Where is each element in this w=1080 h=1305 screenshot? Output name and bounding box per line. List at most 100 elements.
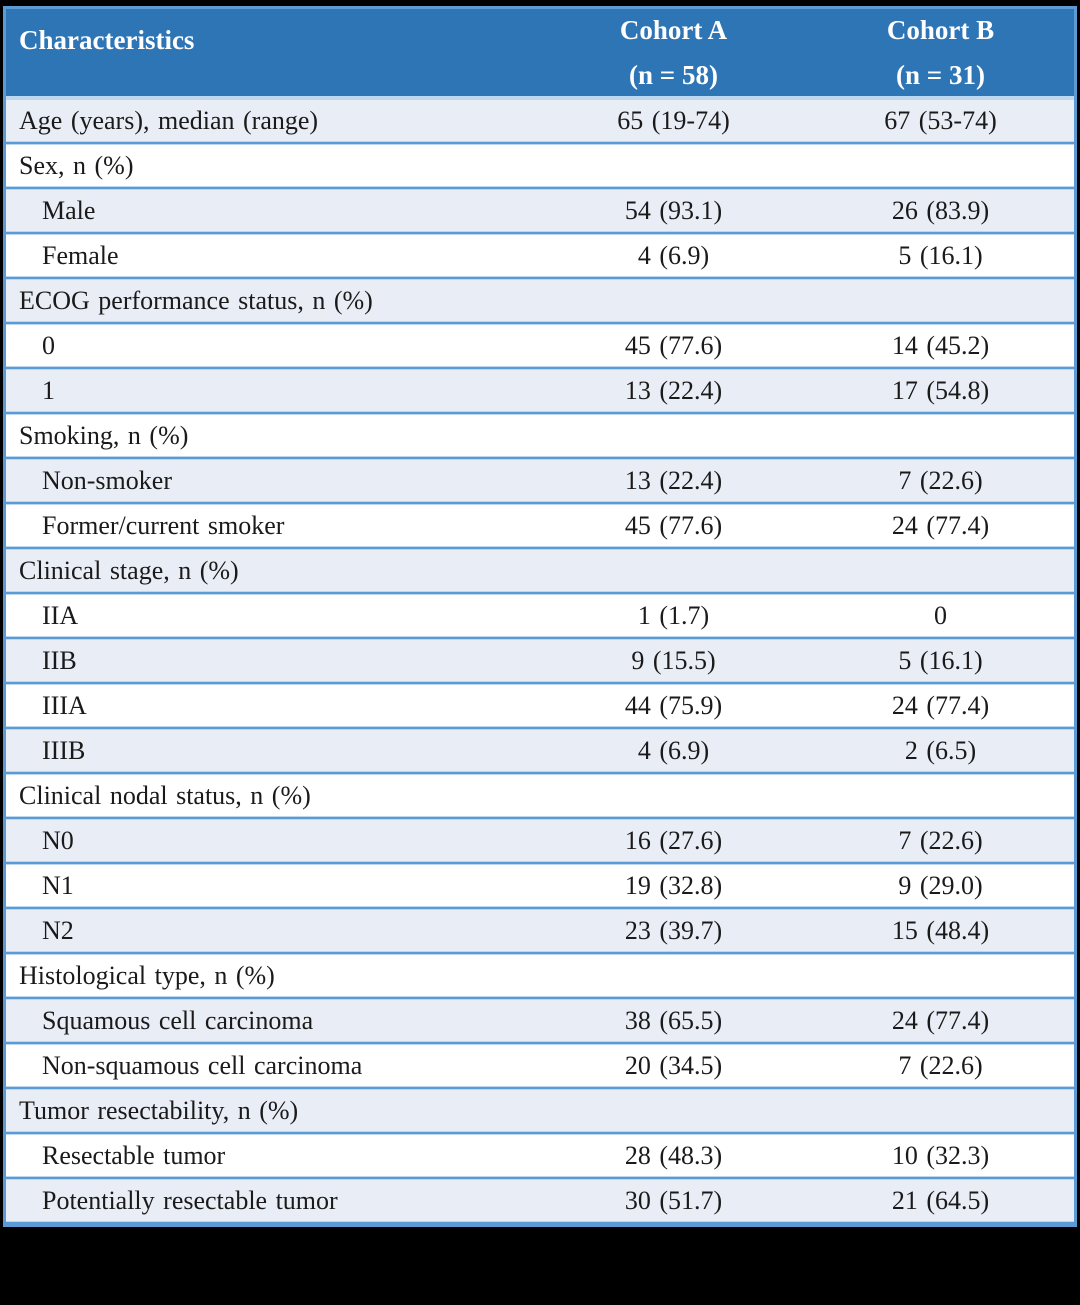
cohort-b-value: 0 (807, 594, 1074, 639)
table-row: Tumor resectability, n (%) (6, 1089, 1074, 1134)
cohort-b-value: 67 (53-74) (807, 99, 1074, 144)
row-label: Histological type, n (%) (6, 954, 540, 999)
table-header: Characteristics Cohort A (n = 58) Cohort… (6, 9, 1074, 99)
table-row: N1 19 (32.8) 9 (29.0) (6, 864, 1074, 909)
row-label: N2 (6, 909, 540, 954)
row-label: Former/current smoker (6, 504, 540, 549)
table-row: N0 16 (27.6) 7 (22.6) (6, 819, 1074, 864)
cohort-a-value (540, 144, 807, 189)
cohort-a-value (540, 954, 807, 999)
row-label: 0 (6, 324, 540, 369)
cohort-a-value: 19 (32.8) (540, 864, 807, 909)
cohort-a-value: 23 (39.7) (540, 909, 807, 954)
row-label: IIIA (6, 684, 540, 729)
cohort-a-name: Cohort A (619, 14, 728, 45)
cohort-a-value: 38 (65.5) (540, 999, 807, 1044)
cohort-b-value: 2 (6.5) (807, 729, 1074, 774)
row-label: Female (6, 234, 540, 279)
cohort-a-value: 65 (19-74) (540, 99, 807, 144)
cohort-b-name: Cohort B (886, 14, 995, 45)
cohort-b-n: (n = 31) (896, 59, 985, 90)
cohort-b-value: 17 (54.8) (807, 369, 1074, 414)
row-label: Non-smoker (6, 459, 540, 504)
table-row: Age (years), median (range) 65 (19-74) 67 … (6, 99, 1074, 144)
row-label: N0 (6, 819, 540, 864)
row-label: Clinical stage, n (%) (6, 549, 540, 594)
table-row: Non-smoker 13 (22.4) 7 (22.6) (6, 459, 1074, 504)
table-row: Squamous cell carcinoma 38 (65.5) 24 (77.4… (6, 999, 1074, 1044)
characteristics-header-label: Characteristics (19, 25, 195, 55)
cohort-b-value (807, 549, 1074, 594)
cohort-b-value: 7 (22.6) (807, 459, 1074, 504)
table-row: Non-squamous cell carcinoma 20 (34.5) 7 (2… (6, 1044, 1074, 1089)
cohort-a-value: 30 (51.7) (540, 1179, 807, 1224)
table-row: Sex, n (%) (6, 144, 1074, 189)
table-row: Female 4 (6.9) 5 (16.1) (6, 234, 1074, 279)
row-label: IIA (6, 594, 540, 639)
row-label: Resectable tumor (6, 1134, 540, 1179)
cohort-a-value: 13 (22.4) (540, 369, 807, 414)
cohort-b-value (807, 144, 1074, 189)
table-row: IIIB 4 (6.9) 2 (6.5) (6, 729, 1074, 774)
cohort-b-value: 21 (64.5) (807, 1179, 1074, 1224)
patient-characteristics-table: Characteristics Cohort A (n = 58) Cohort… (3, 6, 1077, 1227)
cohort-a-n: (n = 58) (629, 59, 718, 90)
cohort-b-value: 14 (45.2) (807, 324, 1074, 369)
cohort-a-value (540, 1089, 807, 1134)
row-label: Age (years), median (range) (6, 99, 540, 144)
table-row: 0 45 (77.6) 14 (45.2) (6, 324, 1074, 369)
column-header-cohort-b: Cohort B (n = 31) (807, 9, 1074, 99)
cohort-b-value: 15 (48.4) (807, 909, 1074, 954)
table-row: Male 54 (93.1) 26 (83.9) (6, 189, 1074, 234)
table-row: Clinical stage, n (%) (6, 549, 1074, 594)
row-label: Male (6, 189, 540, 234)
header-row: Characteristics Cohort A (n = 58) Cohort… (6, 9, 1074, 99)
cohort-b-value: 5 (16.1) (807, 234, 1074, 279)
cohort-b-value: 24 (77.4) (807, 684, 1074, 729)
table-row: Smoking, n (%) (6, 414, 1074, 459)
cohort-b-value (807, 774, 1074, 819)
cohort-b-value: 7 (22.6) (807, 819, 1074, 864)
cohort-a-value (540, 279, 807, 324)
row-label: Clinical nodal status, n (%) (6, 774, 540, 819)
cohort-a-value: 44 (75.9) (540, 684, 807, 729)
table-row: Former/current smoker 45 (77.6) 24 (77.4) (6, 504, 1074, 549)
row-label: Tumor resectability, n (%) (6, 1089, 540, 1134)
cohort-a-value: 9 (15.5) (540, 639, 807, 684)
cohort-b-value (807, 1089, 1074, 1134)
table-row: 1 13 (22.4) 17 (54.8) (6, 369, 1074, 414)
cohort-a-value (540, 774, 807, 819)
cohort-a-value (540, 549, 807, 594)
table-row: Clinical nodal status, n (%) (6, 774, 1074, 819)
cohort-b-value: 24 (77.4) (807, 504, 1074, 549)
table-row: Histological type, n (%) (6, 954, 1074, 999)
cohort-b-value: 5 (16.1) (807, 639, 1074, 684)
cohort-a-value: 4 (6.9) (540, 729, 807, 774)
cohort-a-value: 13 (22.4) (540, 459, 807, 504)
table-row: IIIA 44 (75.9) 24 (77.4) (6, 684, 1074, 729)
table-row: N2 23 (39.7) 15 (48.4) (6, 909, 1074, 954)
row-label: N1 (6, 864, 540, 909)
table-body: Age (years), median (range) 65 (19-74) 67 … (6, 99, 1074, 1224)
row-label: 1 (6, 369, 540, 414)
cohort-b-value: 24 (77.4) (807, 999, 1074, 1044)
row-label: Smoking, n (%) (6, 414, 540, 459)
cohort-b-value: 26 (83.9) (807, 189, 1074, 234)
column-header-cohort-a: Cohort A (n = 58) (540, 9, 807, 99)
cohort-a-value: 4 (6.9) (540, 234, 807, 279)
table-row: Resectable tumor 28 (48.3) 10 (32.3) (6, 1134, 1074, 1179)
cohort-b-value: 10 (32.3) (807, 1134, 1074, 1179)
row-label: Non-squamous cell carcinoma (6, 1044, 540, 1089)
cohort-b-value (807, 414, 1074, 459)
cohort-a-value: 45 (77.6) (540, 324, 807, 369)
column-header-characteristics: Characteristics (6, 9, 540, 99)
cohort-a-value: 28 (48.3) (540, 1134, 807, 1179)
cohort-a-value: 16 (27.6) (540, 819, 807, 864)
cohort-a-value: 1 (1.7) (540, 594, 807, 639)
table-row: Potentially resectable tumor 30 (51.7) 21 … (6, 1179, 1074, 1224)
cohort-b-value: 9 (29.0) (807, 864, 1074, 909)
table-row: IIB 9 (15.5) 5 (16.1) (6, 639, 1074, 684)
row-label: IIB (6, 639, 540, 684)
cohort-a-value: 20 (34.5) (540, 1044, 807, 1089)
